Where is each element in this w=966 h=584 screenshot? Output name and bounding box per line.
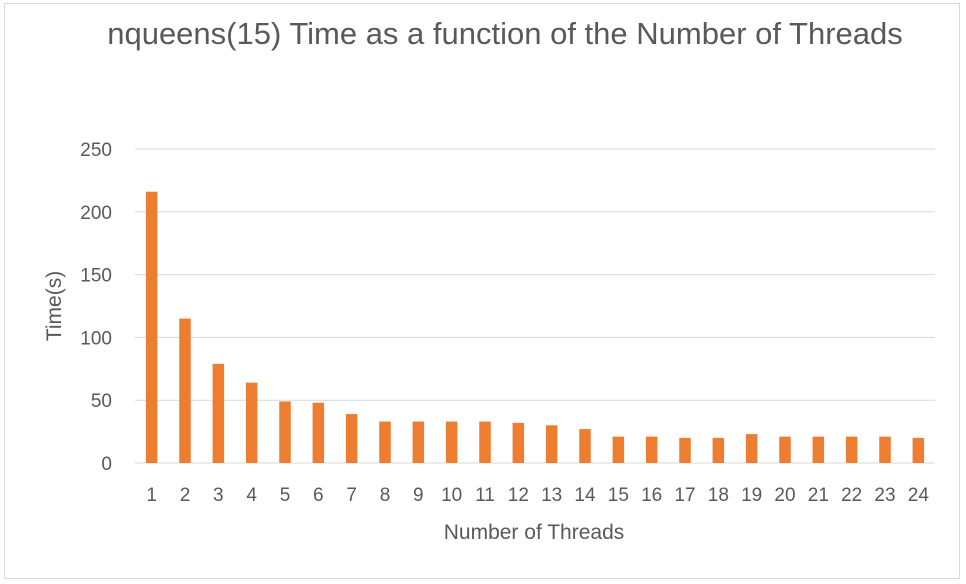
bar-8	[379, 421, 391, 463]
x-tick-label: 2	[180, 485, 191, 506]
x-tick-label: 19	[741, 485, 762, 506]
x-tick-label: 1	[146, 485, 157, 506]
bars	[145, 191, 925, 464]
bar-6	[312, 402, 325, 463]
bar-18	[712, 437, 725, 463]
y-tick-label: 100	[80, 328, 112, 349]
x-tick-label: 16	[641, 485, 662, 506]
x-tick-label: 23	[874, 485, 895, 506]
x-tick-label: 14	[574, 485, 596, 506]
x-tick-label: 11	[475, 485, 495, 506]
x-tick-label: 18	[708, 485, 729, 506]
x-axis-title: Number of Threads	[444, 521, 625, 544]
x-tick-label: 15	[608, 485, 629, 506]
bar-22	[845, 436, 858, 463]
bar-12	[512, 422, 525, 463]
y-tick-label: 150	[80, 266, 112, 287]
x-tick-label: 10	[441, 485, 462, 506]
bar-9	[412, 421, 425, 463]
y-tick-label: 50	[91, 391, 112, 412]
x-tick-label: 6	[313, 485, 324, 506]
x-tick-label: 12	[508, 485, 529, 506]
bar-2	[179, 318, 191, 463]
x-tick-label: 20	[774, 485, 795, 506]
x-tick-label: 22	[841, 485, 862, 506]
x-tick-label: 21	[808, 485, 829, 506]
y-tick-label: 250	[80, 140, 112, 161]
x-tick-label: 8	[380, 485, 391, 506]
bar-10	[445, 421, 458, 463]
bar-21	[812, 436, 825, 463]
bar-11	[479, 421, 491, 463]
bar-1	[145, 191, 158, 464]
bar-19	[745, 434, 758, 463]
bar-15	[612, 436, 625, 463]
x-tick-label: 4	[246, 485, 257, 506]
bar-14	[579, 429, 591, 463]
x-axis-ticks: 1 2 3 4 5 6 7 8 9 10 11 12 13 14 15 16 17 18 19 20 21 22 23 24	[146, 485, 929, 506]
bar-20	[779, 436, 791, 463]
bar-23	[879, 436, 891, 463]
x-tick-label: 3	[213, 485, 224, 506]
bar-4	[245, 382, 258, 463]
bar-17	[679, 437, 691, 463]
bar-3	[212, 363, 225, 463]
bar-13	[545, 425, 558, 463]
chart-title: nqueens(15) Time as a function of the Nu…	[107, 16, 903, 51]
x-tick-label: 17	[674, 485, 695, 506]
bar-5	[279, 401, 291, 463]
bar-7	[345, 414, 358, 463]
y-axis-title: Time(s)	[43, 271, 66, 341]
x-tick-label: 13	[541, 485, 562, 506]
x-tick-label: 24	[908, 485, 930, 506]
x-tick-label: 7	[346, 485, 357, 506]
chart-frame	[4, 3, 960, 579]
x-tick-label: 9	[413, 485, 424, 506]
x-tick-label: 5	[280, 485, 291, 506]
y-tick-label: 200	[80, 203, 112, 224]
bar-24	[912, 437, 925, 463]
y-tick-label: 0	[101, 454, 112, 475]
bar-16	[645, 436, 658, 463]
gridlines	[135, 148, 935, 464]
y-axis-ticks: 0 50 100 150 200 250	[80, 140, 112, 475]
